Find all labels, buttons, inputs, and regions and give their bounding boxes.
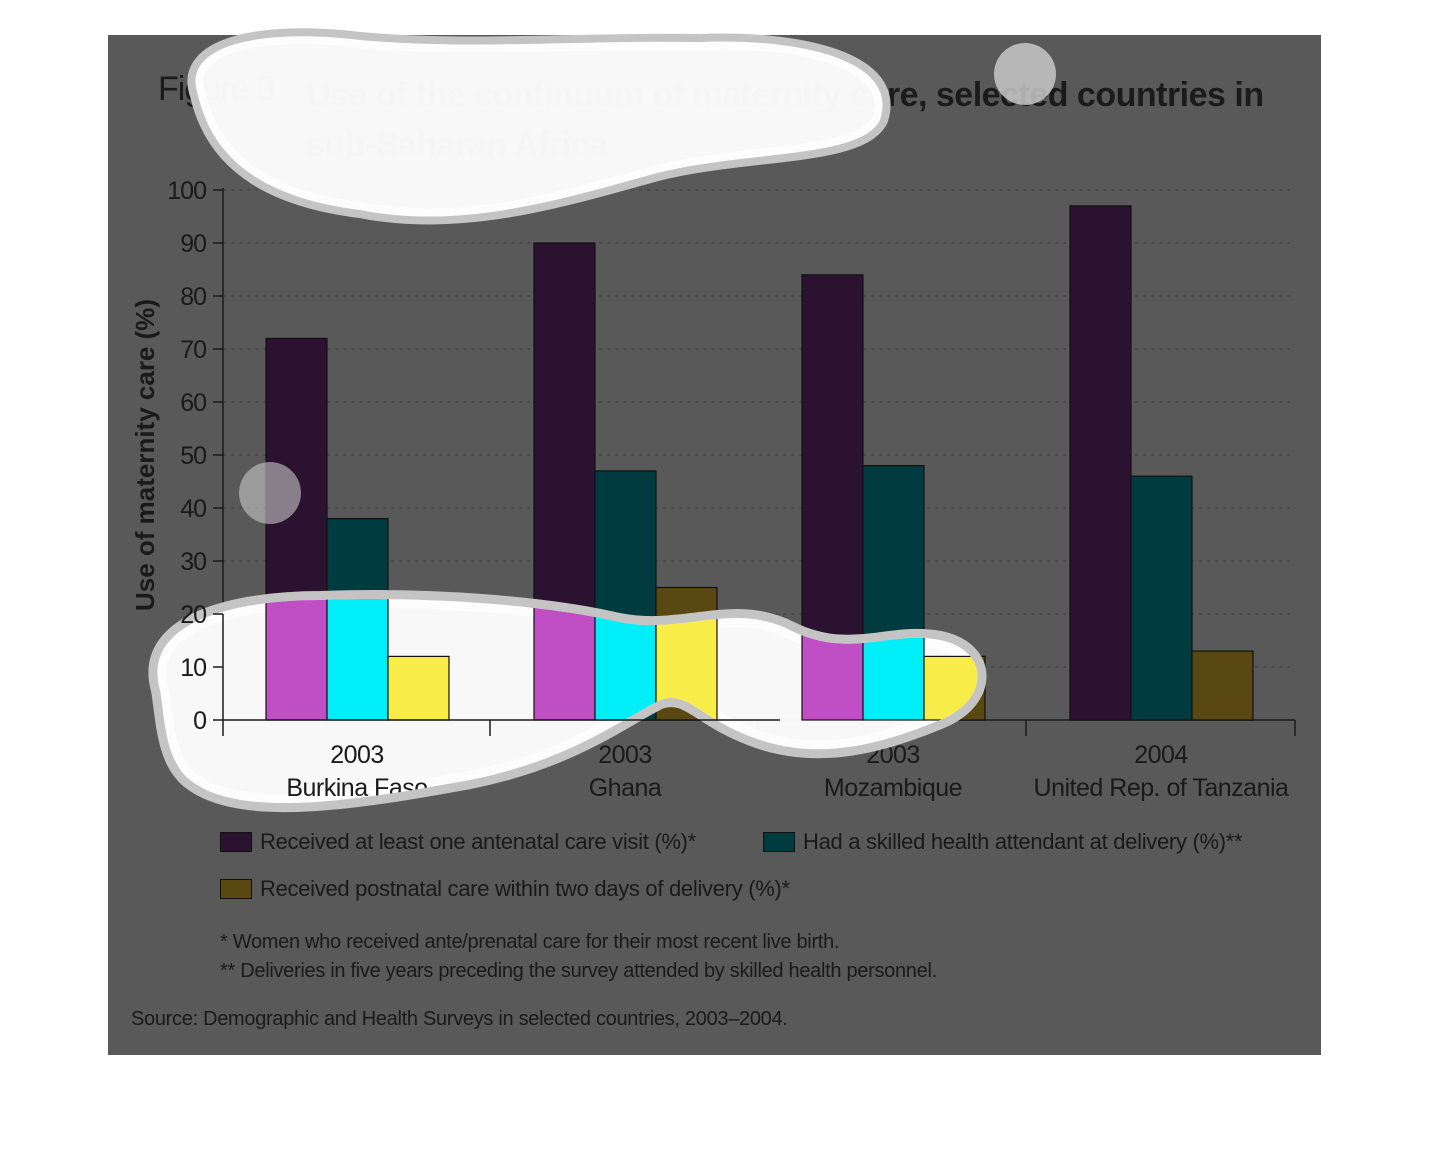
y-tick-label: 30: [180, 548, 206, 576]
legend-swatch-skilled: [763, 832, 795, 852]
x-category-country: Mozambique: [824, 774, 962, 802]
y-tick-label: 0: [193, 707, 206, 735]
x-category-country: United Rep. of Tanzania: [1034, 774, 1289, 802]
y-tick-label: 20: [180, 601, 206, 629]
x-category-country: Burkina Faso: [286, 774, 427, 802]
bar-postnatal: [1191, 650, 1254, 721]
bar-postnatal: [655, 586, 718, 721]
legend-item-antenatal: Received at least one antenatal care vis…: [220, 829, 696, 855]
y-tick-label: 10: [180, 654, 206, 682]
y-tick-label: 100: [167, 177, 206, 205]
bar-antenatal: [533, 242, 596, 721]
footnote-skilled: ** Deliveries in five years preceding th…: [220, 960, 937, 982]
x-category-year: 2004: [1134, 741, 1188, 769]
legend-item-postnatal: Received postnatal care within two days …: [220, 876, 790, 902]
legend-swatch-postnatal: [220, 879, 252, 899]
bar-antenatal: [265, 337, 328, 721]
bar-antenatal: [801, 274, 864, 721]
bar-postnatal: [387, 655, 450, 721]
footnote-antenatal: * Women who received ante/prenatal care …: [220, 931, 840, 953]
y-tick-label: 90: [180, 230, 206, 258]
x-category-year: 2003: [598, 741, 652, 769]
x-category-year: 2003: [866, 741, 920, 769]
x-category-year: 2003: [330, 741, 384, 769]
y-tick-label: 60: [180, 389, 206, 417]
y-axis-label: Use of maternity care (%): [130, 299, 160, 611]
y-tick-label: 70: [180, 336, 206, 364]
legend-item-skilled: Had a skilled health attendant at delive…: [763, 829, 1243, 855]
bar-skilled: [594, 470, 657, 721]
source-note: Source: Demographic and Health Surveys i…: [131, 1008, 788, 1030]
y-tick-label: 40: [180, 495, 206, 523]
bar-skilled: [862, 465, 925, 721]
bar-antenatal: [1069, 205, 1132, 721]
bar-skilled: [1130, 475, 1193, 721]
x-category-country: Ghana: [589, 774, 662, 802]
bar-skilled: [326, 517, 389, 721]
bar-postnatal: [923, 655, 986, 721]
legend-swatch-antenatal: [220, 832, 252, 852]
legend-label-antenatal: Received at least one antenatal care vis…: [260, 829, 696, 854]
y-tick-label: 80: [180, 283, 206, 311]
y-tick-label: 50: [180, 442, 206, 470]
legend-label-postnatal: Received postnatal care within two days …: [260, 876, 790, 901]
legend-label-skilled: Had a skilled health attendant at delive…: [803, 829, 1243, 854]
